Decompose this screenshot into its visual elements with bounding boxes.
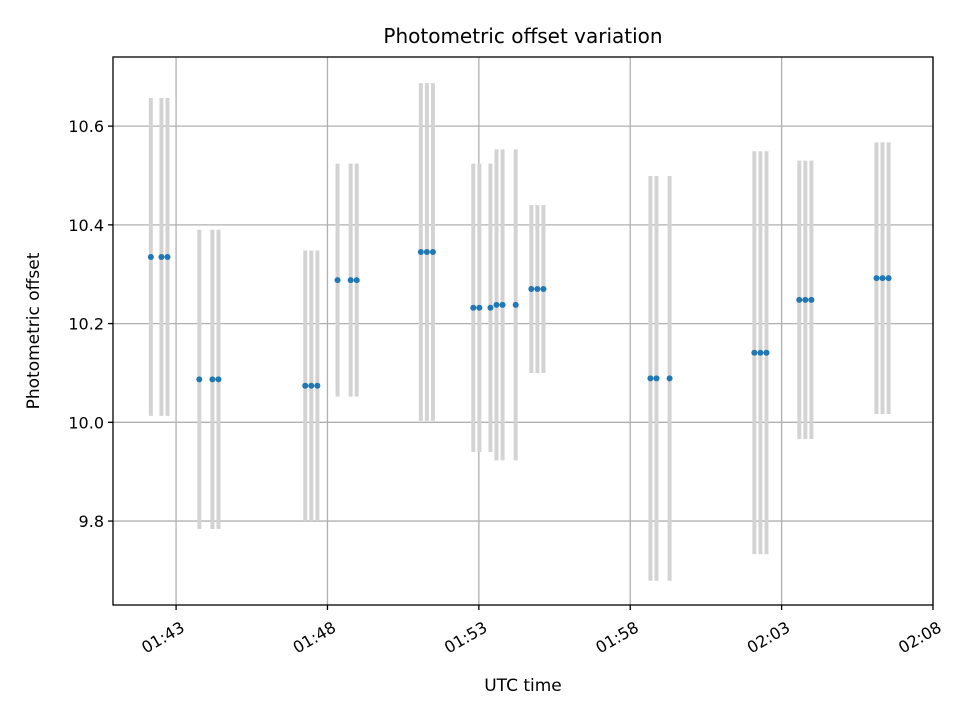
data-point <box>347 277 354 284</box>
data-point <box>808 296 815 303</box>
y-tick-label: 10.6 <box>68 117 104 136</box>
data-point <box>196 376 203 383</box>
data-point <box>334 277 341 284</box>
data-point <box>540 286 547 293</box>
x-tick-label: 01:43 <box>138 618 187 658</box>
data-point <box>528 286 535 293</box>
data-point <box>493 301 500 308</box>
x-tick-label: 01:48 <box>290 618 339 658</box>
data-point <box>873 275 880 282</box>
y-axis-label: Photometric offset <box>24 252 44 409</box>
data-point <box>209 376 216 383</box>
data-point <box>802 296 809 303</box>
y-tick-label: 10.0 <box>68 413 104 432</box>
x-axis-label: UTC time <box>484 676 562 696</box>
data-point <box>417 249 424 256</box>
data-point <box>423 249 430 256</box>
y-tick-label: 9.8 <box>79 512 104 531</box>
data-point <box>147 253 154 260</box>
data-point <box>534 286 541 293</box>
data-point <box>751 349 758 356</box>
data-points <box>147 249 892 389</box>
data-point <box>302 382 309 389</box>
x-tick-label: 02:08 <box>895 618 944 658</box>
x-tick-label: 01:53 <box>441 618 490 658</box>
error-bars <box>148 83 891 581</box>
y-tick-label: 10.4 <box>68 216 104 235</box>
x-tick-label: 02:03 <box>744 618 793 658</box>
data-point <box>512 301 519 308</box>
data-point <box>487 304 494 311</box>
data-point <box>215 376 222 383</box>
data-point <box>158 253 165 260</box>
x-tick-label: 01:58 <box>592 618 641 658</box>
data-point <box>308 382 315 389</box>
data-point <box>885 275 892 282</box>
chart-title: Photometric offset variation <box>383 24 662 48</box>
data-point <box>653 375 660 382</box>
data-point <box>796 296 803 303</box>
data-point <box>763 349 770 356</box>
y-tick-label: 10.2 <box>68 315 104 334</box>
data-point <box>476 304 483 311</box>
plot-frame <box>112 56 934 606</box>
data-point <box>499 301 506 308</box>
data-point <box>470 304 477 311</box>
data-point <box>647 375 654 382</box>
data-point <box>757 349 764 356</box>
data-point <box>879 275 886 282</box>
data-point <box>314 382 321 389</box>
data-point <box>666 375 673 382</box>
data-point <box>353 277 360 284</box>
data-point <box>429 249 436 256</box>
data-point <box>164 253 171 260</box>
